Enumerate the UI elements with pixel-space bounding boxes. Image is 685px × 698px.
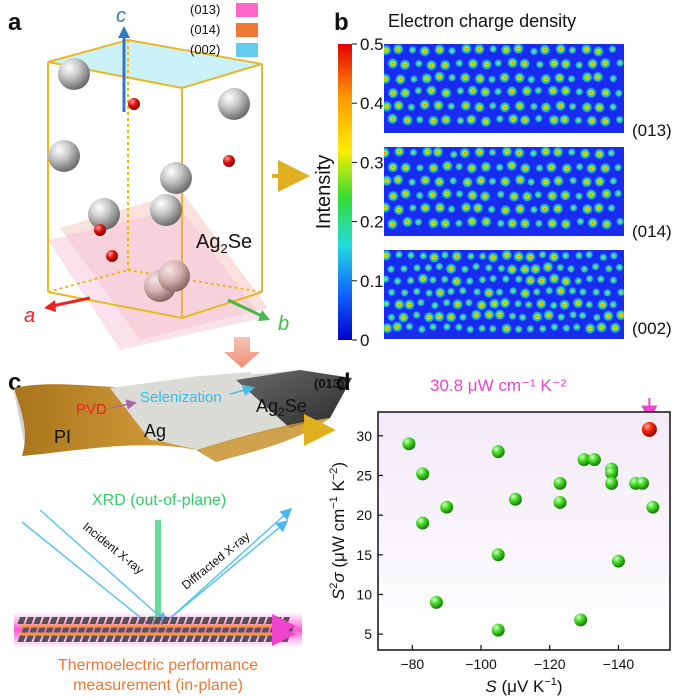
plot-area (377, 411, 671, 651)
x-tick-label: −80 (400, 656, 424, 672)
x-tick-label: −140 (603, 656, 635, 672)
data-point (574, 613, 588, 627)
arrow-a-to-c (224, 337, 260, 368)
data-point (636, 476, 650, 490)
data-point (611, 554, 625, 568)
measure-line-2: measurement (in-plane) (73, 677, 243, 694)
ag-label: Ag (144, 421, 166, 441)
colorbar-tick-label: 0.3 (360, 153, 384, 172)
x-tick-label: −100 (465, 656, 497, 672)
axis-label-c: c (116, 5, 126, 27)
ag2se-label: Ag2Se (256, 396, 307, 419)
data-point (508, 492, 522, 506)
b-axis-arrow (227, 298, 263, 318)
plane-002 (48, 40, 262, 88)
panel-b-title: Electron charge density (388, 11, 576, 31)
colorbar (338, 44, 352, 340)
data-point (491, 548, 505, 562)
pvd-label: PVD (76, 401, 107, 418)
compound-label: Ag2Se (196, 231, 252, 256)
colorbar-tick-label: 0.1 (360, 272, 384, 291)
legend-014-swatch (236, 23, 258, 37)
panel-label-d: d (336, 369, 351, 396)
selenium-atoms (94, 98, 235, 262)
colorbar-label: Intensity (313, 155, 335, 229)
film-plane-label: (013) (314, 376, 344, 391)
map-label-014: (014) (632, 222, 672, 241)
y-axis-label: S2σ (μW cm−1 K−2) (328, 462, 348, 600)
data-point (416, 516, 430, 530)
data-point (402, 437, 416, 451)
y-tick-label: 30 (356, 428, 372, 444)
axis-label-a: a (24, 305, 35, 327)
a-axis-arrow (51, 296, 91, 308)
chart-annotation: 30.8 μW cm⁻¹ K⁻² (430, 376, 567, 395)
colorbar-tick-label: 0.5 (360, 35, 384, 54)
panel-label-b: b (334, 9, 349, 36)
ag2se-layer (236, 370, 352, 428)
data-point (553, 476, 567, 490)
x-tick-label: −120 (534, 656, 566, 672)
pi-label: PI (54, 427, 71, 447)
data-point (605, 466, 619, 480)
data-point (553, 495, 567, 509)
density-map-014 (384, 147, 624, 236)
legend-013-swatch (236, 3, 258, 17)
panel-c: c PI Ag Ag2Se (013) PVD Selenization XRD… (8, 337, 352, 694)
data-point (416, 467, 430, 481)
diffracted-xray-label: Diffracted X-ray (179, 529, 252, 592)
y-tick-label: 20 (356, 507, 372, 523)
data-point (605, 476, 619, 490)
axis-label-b: b (278, 313, 289, 335)
legend-014-label: (014) (190, 22, 220, 37)
density-map-002 (384, 250, 624, 339)
data-point (491, 623, 505, 637)
legend-002-label: (002) (190, 42, 220, 57)
legend-002-swatch (236, 43, 258, 57)
data-point (587, 453, 601, 467)
map-label-013: (013) (632, 121, 672, 140)
y-tick-label: 5 (364, 626, 372, 642)
map-label-002: (002) (632, 319, 672, 338)
data-point (491, 445, 505, 459)
density-map-013 (384, 44, 624, 133)
y-tick-label: 10 (356, 586, 372, 602)
panel-a: a c a b (8, 2, 310, 350)
data-point (429, 595, 443, 609)
data-point (577, 453, 591, 467)
silver-atoms (48, 58, 250, 302)
panel-d: d 30.8 μW cm⁻¹ K⁻² −80 −100 −120 −140 5 10 15 2… (328, 369, 671, 696)
selenization-label: Selenization (140, 389, 222, 406)
legend-013-label: (013) (190, 2, 220, 17)
y-tick-label: 25 (356, 467, 372, 483)
x-axis-label: S (μV K−1) (485, 676, 562, 696)
incident-xray-label: Incident X-ray (80, 519, 146, 576)
highlight-point (641, 421, 657, 437)
xrd-label: XRD (out-of-plane) (92, 492, 226, 509)
data-point (646, 500, 660, 514)
measure-line-1: Thermoelectric performance (58, 657, 258, 674)
data-point (440, 500, 454, 514)
film-lattice (17, 617, 294, 642)
panel-label-a: a (8, 9, 22, 36)
colorbar-tick-label: 0 (360, 331, 369, 350)
colorbar-tick-label: 0.4 (360, 94, 384, 113)
colorbar-tick-label: 0.2 (360, 213, 384, 232)
y-tick-label: 15 (356, 547, 372, 563)
plane-legend: (013) (014) (002) (190, 2, 258, 57)
panel-b: b Electron charge density 0.5 0.4 0.3 0.2 0.… (313, 9, 672, 350)
